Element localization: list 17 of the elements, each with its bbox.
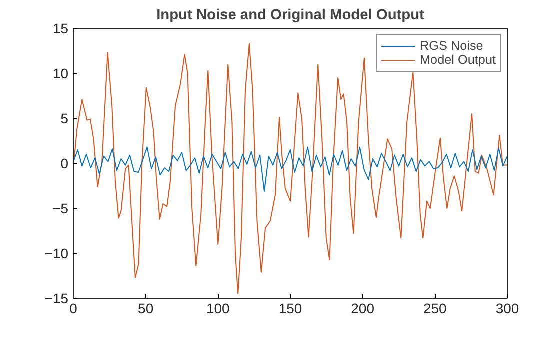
y-tick-label: −15 [44,290,69,306]
y-tick-label: 15 [52,20,69,36]
x-tick-label: 150 [278,300,302,316]
y-tick-label: −10 [44,246,69,262]
legend-label: Model Output [420,53,496,67]
chart-title: Input Noise and Original Model Output [156,8,425,24]
line-series [74,146,508,192]
y-tick-label: 5 [60,110,69,126]
x-tick-label: 300 [496,300,520,316]
y-tick-label: −5 [52,200,69,216]
x-tick-label: 50 [138,300,154,316]
x-tick-label: 250 [423,300,448,316]
legend-label: RGS Noise [420,39,484,53]
x-tick-label: 200 [351,300,375,316]
y-tick-label: 10 [52,66,69,82]
x-tick-label: 100 [206,300,230,316]
y-tick-label: 0 [60,156,69,172]
